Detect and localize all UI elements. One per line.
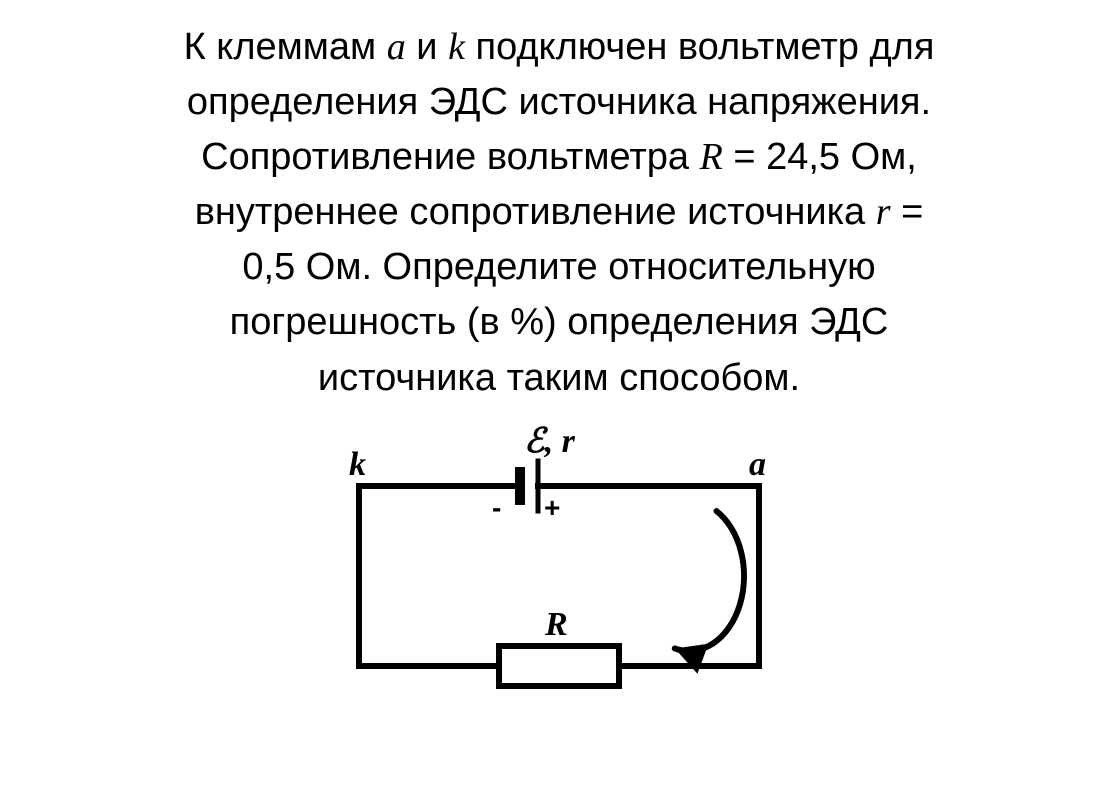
label-plus: +: [544, 492, 560, 524]
label-k: k: [349, 446, 366, 484]
text-line3b: = 24,5 Ом,: [723, 136, 917, 178]
text-line4b: =: [891, 191, 924, 233]
label-a: a: [749, 446, 766, 484]
var-a: a: [387, 26, 406, 68]
text-line1c: подключен вольтметр для: [465, 26, 934, 68]
text-line3a: Сопротивление вольтметра: [201, 136, 699, 178]
text-line7: источника таким способом.: [318, 357, 800, 399]
var-r: r: [876, 191, 891, 233]
text-line1b: и: [406, 26, 448, 68]
circuit-diagram: ℰ, r k a R - +: [299, 436, 819, 716]
problem-text: К клеммам a и k подключен вольтметр для …: [184, 20, 935, 406]
text-line6: погрешность (в %) определения ЭДС: [230, 301, 889, 343]
label-minus: -: [492, 492, 501, 524]
circuit-svg: [299, 436, 819, 716]
text-line4a: внутреннее сопротивление источника: [195, 191, 876, 233]
label-emf: ℰ, r: [524, 421, 575, 461]
text-line1a: К клеммам: [184, 26, 387, 68]
text-line2: определения ЭДС источника напряжения.: [187, 81, 931, 123]
text-line5: 0,5 Ом. Определите относительную: [242, 246, 875, 288]
label-R: R: [545, 606, 568, 644]
var-R: R: [700, 136, 723, 178]
var-k: k: [448, 26, 465, 68]
